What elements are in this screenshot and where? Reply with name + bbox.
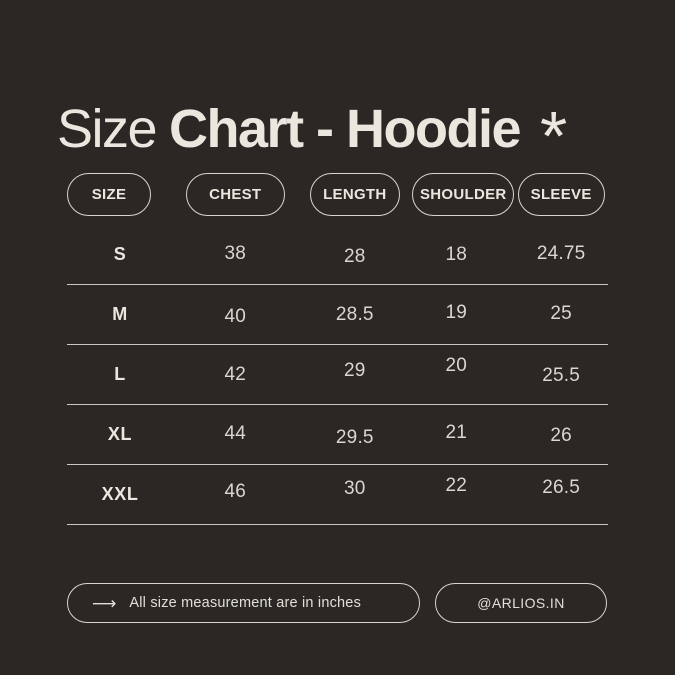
length-value: 30 [344, 477, 366, 499]
table-row-xl: XL 44 29.5 21 26 [67, 405, 608, 465]
sleeve-value: 25 [550, 302, 572, 324]
chest-value: 40 [224, 305, 247, 327]
table-row-s: S 38 28 18 24.75 [67, 225, 608, 285]
footer: ⟶ All size measurement are in inches @AR… [67, 583, 607, 623]
chest-value: 42 [224, 363, 247, 385]
column-pill-size: SIZE [67, 173, 152, 216]
title-word-chart-hoodie: Chart - Hoodie [169, 99, 522, 160]
shoulder-value: 22 [445, 474, 468, 496]
brand-handle-pill: @ARLIOS.IN [435, 583, 607, 623]
size-label: L [114, 364, 126, 384]
table-header-row: SIZE CHEST LENGTH SHOULDER SLEEVE [67, 173, 608, 216]
sleeve-value: 26 [550, 424, 572, 446]
chest-value: 38 [224, 242, 247, 264]
length-value: 29 [344, 359, 366, 381]
shoulder-value: 19 [445, 301, 468, 323]
length-value: 28.5 [335, 303, 374, 325]
sleeve-value: 25.5 [542, 364, 581, 386]
header-cell-length: LENGTH [297, 173, 412, 216]
page-title: Size Chart - Hoodie * [57, 97, 568, 176]
title-word-size: Size [57, 99, 158, 160]
column-pill-sleeve: SLEEVE [517, 173, 605, 216]
length-value: 28 [344, 245, 366, 267]
shoulder-value: 21 [445, 421, 468, 443]
length-value: 29.5 [335, 426, 374, 448]
size-label: XL [107, 424, 133, 444]
column-pill-shoulder: SHOULDER [412, 173, 515, 216]
arrow-right-icon: ⟶ [92, 593, 117, 613]
size-label: XXL [101, 484, 139, 504]
column-pill-chest: CHEST [185, 173, 285, 216]
measurement-note-text: All size measurement are in inches [129, 595, 362, 611]
brand-handle-text: @ARLIOS.IN [477, 595, 565, 611]
size-table: S 38 28 18 24.75 M 40 28.5 19 25 L 42 29… [67, 225, 608, 525]
size-label: M [112, 304, 128, 324]
column-pill-length: LENGTH [310, 173, 400, 216]
chest-value: 46 [224, 480, 247, 502]
sleeve-value: 26.5 [542, 476, 581, 498]
header-cell-shoulder: SHOULDER [412, 173, 515, 216]
table-row-xxl: XXL 46 30 22 26.5 [67, 465, 608, 525]
header-cell-sleeve: SLEEVE [514, 173, 608, 216]
measurement-note-pill: ⟶ All size measurement are in inches [67, 583, 420, 623]
table-row-l: L 42 29 20 25.5 [67, 345, 608, 405]
sleeve-value: 24.75 [536, 242, 586, 264]
size-label: S [113, 244, 127, 264]
header-cell-size: SIZE [67, 173, 173, 216]
shoulder-value: 20 [445, 354, 468, 376]
header-cell-chest: CHEST [173, 173, 297, 216]
shoulder-value: 18 [445, 243, 468, 265]
table-row-m: M 40 28.5 19 25 [67, 285, 608, 345]
chest-value: 44 [224, 422, 247, 444]
